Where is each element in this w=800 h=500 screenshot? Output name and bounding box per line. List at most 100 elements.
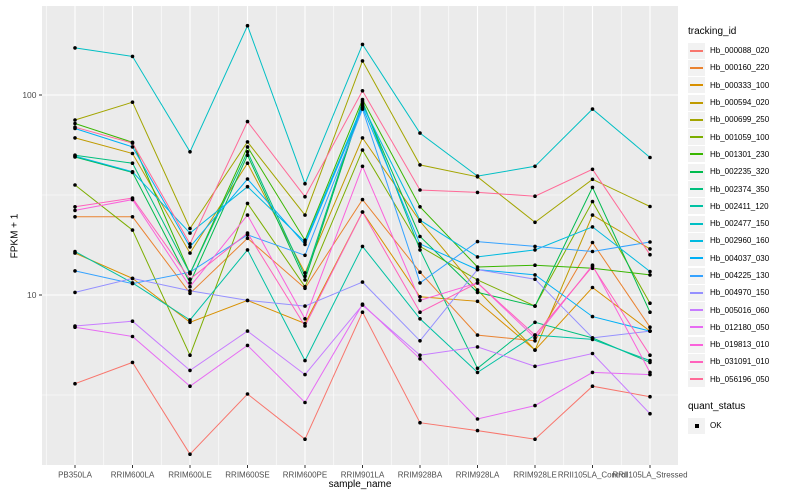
data-point	[360, 210, 365, 214]
legend-item-Hb_002960_160: Hb_002960_160	[688, 232, 800, 249]
legend-item-Hb_004225_130: Hb_004225_130	[688, 267, 800, 284]
data-point	[303, 274, 307, 279]
data-point	[303, 242, 307, 247]
legend-item-Hb_002411_120: Hb_002411_120	[688, 198, 800, 215]
data-point	[360, 310, 365, 315]
data-point	[475, 333, 480, 337]
data-point	[360, 244, 365, 249]
data-point	[188, 242, 192, 246]
data-point	[418, 281, 422, 285]
data-point	[475, 288, 480, 292]
data-point	[533, 336, 537, 340]
data-point	[130, 100, 135, 104]
data-point	[303, 304, 307, 308]
legend-item-label: Hb_002235_320	[710, 167, 770, 177]
legend-key-swatch	[688, 198, 705, 215]
legend-item-label: OK	[710, 421, 722, 431]
data-point	[648, 252, 652, 257]
legend-item-label: Hb_056196_050	[710, 374, 770, 384]
data-point	[590, 213, 595, 217]
legend-key-line-icon	[690, 205, 703, 208]
data-point	[418, 295, 422, 299]
data-point	[303, 372, 307, 377]
legend-key-line-icon	[690, 343, 703, 346]
data-point	[533, 320, 537, 325]
data-point	[648, 353, 652, 358]
data-point	[590, 336, 595, 340]
legend-item-Hb_000160_220: Hb_000160_220	[688, 59, 800, 76]
legend-key-line-icon	[690, 239, 703, 242]
legend-key-swatch	[688, 111, 705, 128]
legend-key-swatch	[688, 353, 705, 370]
data-point	[418, 163, 422, 167]
x-tick-label: RRIM901LA	[341, 471, 385, 480]
legend-key-line-icon	[690, 257, 703, 260]
data-point	[245, 23, 250, 28]
data-point	[188, 452, 192, 457]
data-point	[533, 244, 537, 249]
data-point	[475, 174, 480, 178]
legend-item-label: Hb_000699_250	[710, 115, 770, 125]
data-point	[475, 255, 480, 259]
legend-key-line-icon	[690, 360, 703, 363]
data-point	[533, 339, 537, 343]
data-point	[533, 220, 537, 225]
x-tick-label: PB350LA	[58, 471, 92, 480]
legend-item-Hb_004037_030: Hb_004037_030	[688, 250, 800, 267]
data-point	[188, 226, 192, 231]
data-point	[130, 360, 135, 365]
data-point	[475, 267, 480, 272]
data-point	[73, 208, 77, 213]
x-tick-label: RRIM600SE	[225, 471, 269, 480]
legend-key-swatch	[688, 267, 705, 284]
data-point	[73, 325, 77, 330]
data-point	[475, 370, 480, 375]
data-point	[648, 269, 652, 274]
data-point	[418, 234, 422, 239]
data-point	[245, 119, 250, 124]
data-point	[418, 131, 422, 135]
x-tick-label: RRIM928LA	[456, 471, 500, 480]
data-point	[648, 329, 652, 333]
data-point	[533, 263, 537, 268]
data-point	[475, 290, 480, 295]
data-point	[533, 277, 537, 282]
legend-item-Hb_031091_010: Hb_031091_010	[688, 353, 800, 370]
legend-item-label: Hb_002960_160	[710, 236, 770, 246]
data-point	[303, 317, 307, 321]
data-point	[475, 417, 480, 421]
x-tick-label: RRIM600PE	[283, 471, 327, 480]
data-point	[188, 284, 192, 289]
data-point	[188, 251, 192, 255]
data-point	[475, 281, 480, 285]
legend-title-tracking-id: tracking_id	[688, 26, 737, 37]
data-point	[130, 215, 135, 219]
x-tick-label: RRIM600LE	[168, 471, 212, 480]
legend-item-Hb_000699_250: Hb_000699_250	[688, 111, 800, 128]
x-tick-label: RRII105LA_Control	[558, 471, 628, 480]
legend-item-Hb_005016_060: Hb_005016_060	[688, 301, 800, 319]
data-point	[590, 249, 595, 254]
legend-item-label: Hb_004225_130	[710, 271, 770, 280]
data-point	[590, 351, 595, 356]
data-point	[245, 177, 250, 181]
data-point	[245, 298, 250, 303]
data-point	[475, 299, 480, 304]
legend-item-label: Hb_019813_010	[710, 340, 770, 350]
data-point	[188, 368, 192, 373]
legend-item-label: Hb_031091_010	[710, 357, 770, 367]
data-point	[475, 428, 480, 433]
data-point	[418, 357, 422, 361]
legend-item-Hb_002235_320: Hb_002235_320	[688, 163, 800, 180]
data-point	[130, 319, 135, 324]
data-point	[590, 264, 595, 269]
legend-item-label: Hb_004037_030	[710, 253, 770, 263]
data-point	[245, 236, 250, 241]
legend-item-Hb_000088_020: Hb_000088_020	[688, 42, 800, 59]
data-point	[475, 278, 480, 282]
data-point	[303, 358, 307, 363]
data-point	[130, 170, 135, 174]
legend-title-quant-status: quant_status	[688, 400, 746, 412]
data-point	[418, 317, 422, 321]
